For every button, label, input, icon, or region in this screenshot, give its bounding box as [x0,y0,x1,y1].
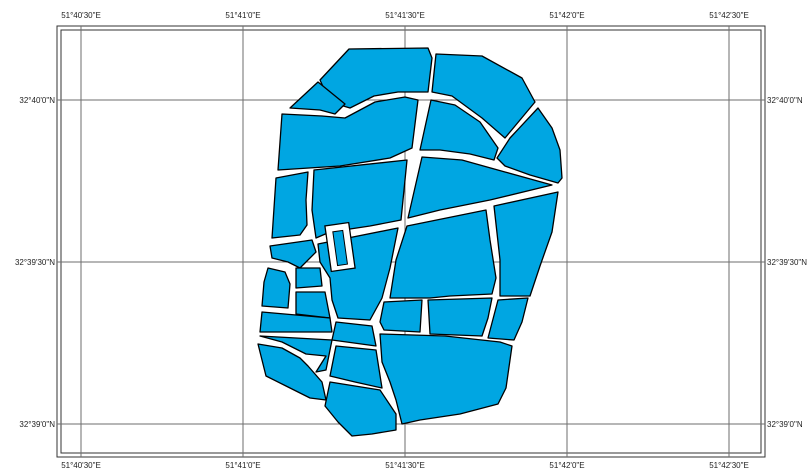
block [261,267,291,309]
block [259,335,333,373]
lat-label: 32°39'30"N [15,258,55,267]
block [493,191,559,297]
block [257,343,327,401]
block [295,291,331,319]
lon-label: 51°41'0"E [225,11,260,20]
lat-label: 32°40'0"N [19,96,55,105]
lon-label: 51°41'0"E [225,461,260,470]
block [289,81,346,115]
lat-label: 32°39'0"N [767,420,803,429]
block [407,156,553,219]
lon-label: 51°40'30"E [61,461,101,470]
block [329,345,383,389]
lon-label: 51°42'0"E [549,11,584,20]
block [331,321,377,347]
lon-labels-top: 51°40'30"E 51°41'0"E 51°41'30"E 51°42'0"… [61,11,749,20]
lon-label: 51°41'30"E [385,11,425,20]
block [271,171,309,239]
block [324,381,397,437]
lon-label: 51°42'30"E [709,11,749,20]
lon-label: 51°41'30"E [385,461,425,470]
square-inner [332,229,349,267]
map-frame-inner [60,29,762,454]
block [277,96,419,171]
lon-label: 51°40'30"E [61,11,101,20]
block [427,297,493,337]
block [379,333,513,425]
lon-label: 51°42'0"E [549,461,584,470]
lat-labels-left: 32°40'0"N 32°39'30"N 32°39'0"N [15,96,55,429]
block [431,53,536,139]
block [259,311,333,333]
lon-label: 51°42'30"E [709,461,749,470]
block [389,209,497,299]
city-blocks [257,47,563,437]
lat-label: 32°39'30"N [767,258,807,267]
block [295,267,323,289]
lat-label: 32°40'0"N [767,96,803,105]
block [379,299,423,333]
lat-labels-right: 32°40'0"N 32°39'30"N 32°39'0"N [767,96,807,429]
map-frame-outer [56,25,766,458]
lon-labels-bottom: 51°40'30"E 51°41'0"E 51°41'30"E 51°42'0"… [61,461,749,470]
block [419,99,499,161]
block [269,239,317,269]
lat-label: 32°39'0"N [19,420,55,429]
block [496,107,563,184]
block [487,297,529,341]
